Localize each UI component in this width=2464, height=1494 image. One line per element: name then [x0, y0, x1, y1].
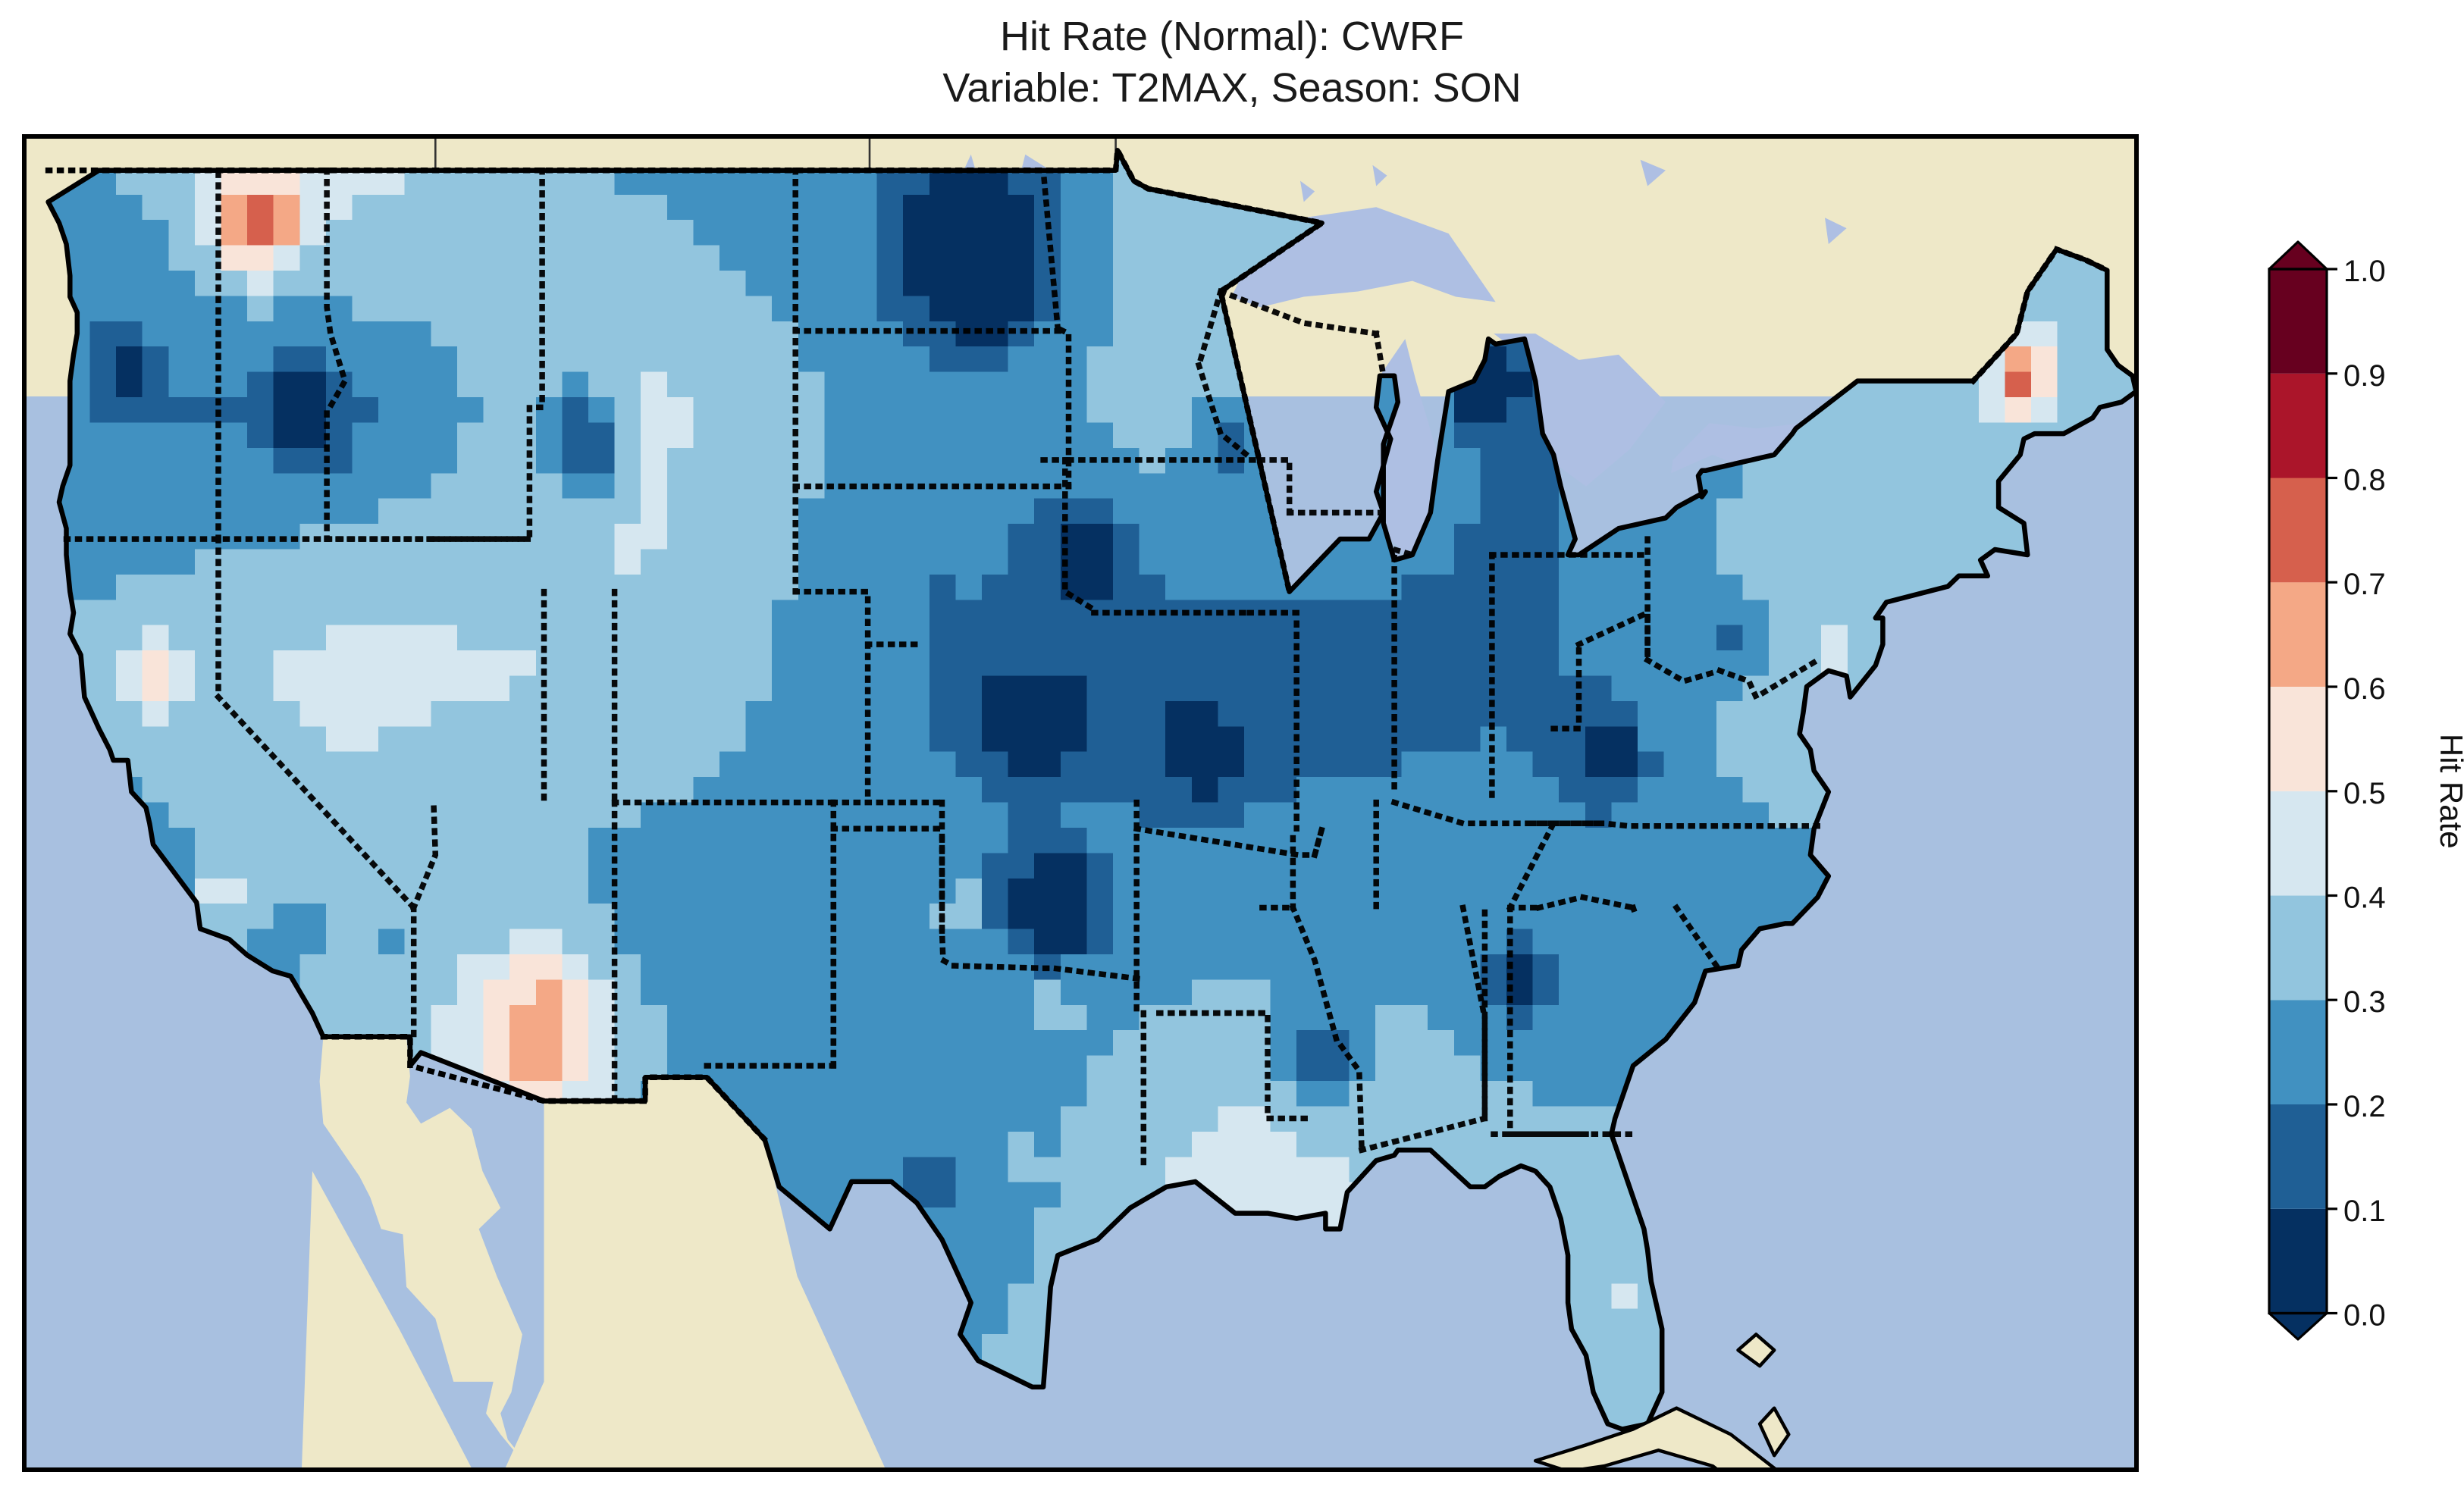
svg-text:0.0: 0.0 [2343, 1299, 2386, 1333]
svg-text:0.3: 0.3 [2343, 985, 2386, 1019]
svg-text:0.8: 0.8 [2343, 464, 2386, 497]
svg-text:0.6: 0.6 [2343, 672, 2386, 706]
svg-text:0.4: 0.4 [2343, 882, 2386, 915]
svg-text:0.1: 0.1 [2343, 1195, 2386, 1228]
svg-text:0.5: 0.5 [2343, 777, 2386, 810]
svg-text:Hit Rate: Hit Rate [2434, 734, 2464, 849]
svg-text:0.7: 0.7 [2343, 568, 2386, 601]
svg-text:0.2: 0.2 [2343, 1090, 2386, 1123]
svg-text:0.9: 0.9 [2343, 359, 2386, 393]
svg-text:1.0: 1.0 [2343, 255, 2386, 288]
